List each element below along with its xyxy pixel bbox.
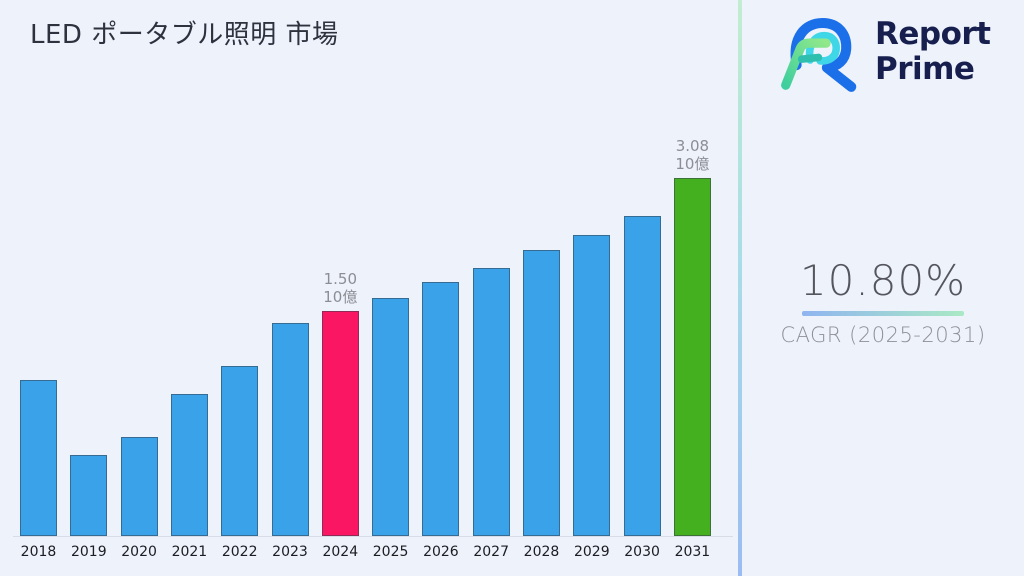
bar-2019 xyxy=(70,455,108,536)
x-axis-label-2024: 2024 xyxy=(322,544,359,560)
bar-2024 xyxy=(321,311,359,536)
vertical-divider xyxy=(738,0,742,576)
bar-value-number: 3.08 xyxy=(675,136,710,155)
bar-2027 xyxy=(472,268,510,536)
x-axis-label-2026: 2026 xyxy=(423,544,459,560)
x-axis-label-2025: 2025 xyxy=(372,544,409,560)
bar-2018 xyxy=(20,380,57,536)
x-axis-label-2021: 2021 xyxy=(171,544,208,560)
bar-value-label-2031: 3.08 10億 xyxy=(660,137,724,174)
x-axis-line xyxy=(13,536,733,537)
brand-name: Report Prime xyxy=(875,15,991,87)
x-axis-label-2022: 2022 xyxy=(221,544,258,560)
x-axis-label-2019: 2019 xyxy=(70,544,107,560)
bar-2029 xyxy=(573,235,611,536)
x-axis-label-2028: 2028 xyxy=(523,544,560,560)
x-axis-label-2030: 2030 xyxy=(624,544,660,560)
bar-value-number: 1.50 xyxy=(323,269,357,288)
bar-value-label-2024: 1.50 10億 xyxy=(308,270,372,307)
bar-2025 xyxy=(372,298,410,536)
bar-2028 xyxy=(523,250,560,536)
x-axis-label-2029: 2029 xyxy=(573,544,610,560)
brand-name-line1: Report xyxy=(875,15,991,52)
bar-2021 xyxy=(170,394,208,536)
brand-name-line2: Prime xyxy=(875,51,975,87)
brand-logo: Report Prime xyxy=(779,10,991,94)
brand-mark-icon xyxy=(781,17,857,92)
bar-2031 xyxy=(673,178,711,536)
x-axis-label-2020: 2020 xyxy=(121,544,157,560)
x-axis-label-2027: 2027 xyxy=(473,544,509,560)
cagr-block: 10.80% CAGR (2025-2031) xyxy=(742,256,1024,347)
page-title: LED ポータブル照明 市場 xyxy=(30,20,339,50)
bar-chart: 2018 2019 2020 2021 2022 2023 2024 1.50 10億 2025 2… xyxy=(13,137,733,560)
x-axis-label-2023: 2023 xyxy=(272,544,308,560)
x-axis-label-2018: 2018 xyxy=(20,544,57,560)
bar-2020 xyxy=(120,437,158,536)
bar-value-unit: 10億 xyxy=(675,155,710,174)
x-axis-label-2031: 2031 xyxy=(674,544,711,560)
bar-value-unit: 10億 xyxy=(323,288,358,307)
cagr-value: 10.80% xyxy=(799,256,967,305)
bar-2026 xyxy=(422,282,460,536)
cagr-underline xyxy=(802,311,964,316)
bar-2030 xyxy=(623,216,661,536)
cagr-label: CAGR (2025-2031) xyxy=(780,323,986,347)
bar-2023 xyxy=(271,323,309,536)
bar-2022 xyxy=(221,366,259,536)
